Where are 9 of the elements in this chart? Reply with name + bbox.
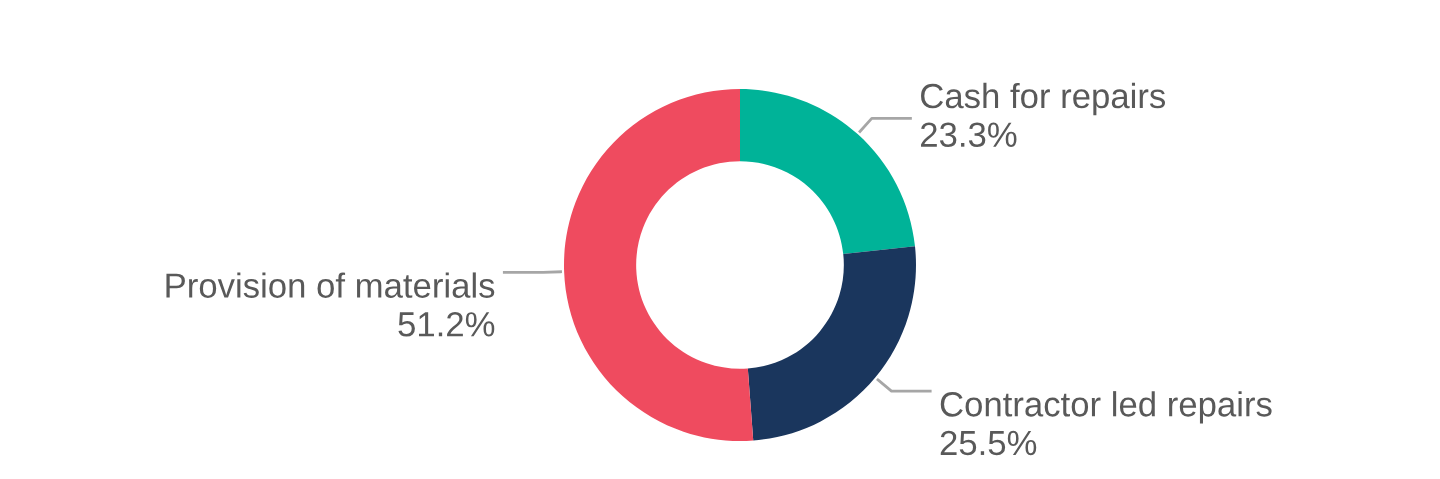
slice-label: Provision of materials [166, 272, 495, 298]
donut-slice [740, 89, 915, 254]
donut-slice [564, 89, 754, 441]
data-label: 23.3% [921, 122, 1017, 148]
slice-label: Cash for repairs [921, 82, 1166, 116]
donut-slice [747, 246, 916, 441]
data-label: 25.5% [940, 430, 1037, 456]
slice-label: Contractor led repairs [940, 391, 1272, 424]
data-label: 51.2% [398, 312, 495, 337]
